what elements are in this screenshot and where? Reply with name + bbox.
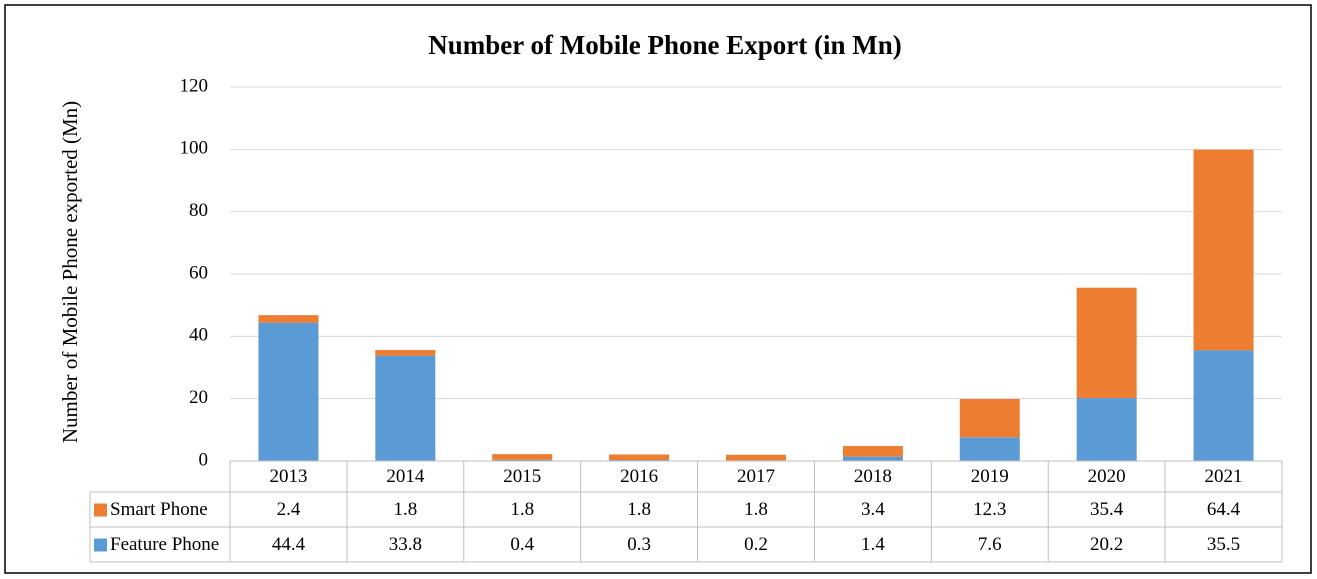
table-value: 3.4 xyxy=(861,499,885,520)
table-value: 0.3 xyxy=(627,534,651,555)
bar-segment xyxy=(258,322,319,461)
y-axis-label: Number of Mobile Phone exported (Mn) xyxy=(58,101,82,443)
y-tick-label: 20 xyxy=(189,387,208,408)
y-tick-label: 80 xyxy=(189,200,208,221)
table-value: 12.3 xyxy=(973,499,1006,520)
y-tick-label: 40 xyxy=(189,325,208,346)
table-value: 2.4 xyxy=(277,499,301,520)
y-tick-label: 60 xyxy=(189,262,208,283)
table-value: 35.5 xyxy=(1207,534,1240,555)
legend-key xyxy=(94,503,107,517)
table-value: 1.8 xyxy=(510,499,534,520)
x-tick-label: 2015 xyxy=(503,466,541,487)
bar-segment xyxy=(258,315,319,323)
bar-segment xyxy=(959,398,1020,438)
bar-segment xyxy=(1076,287,1137,399)
x-tick-label: 2018 xyxy=(854,466,892,487)
bar-segment xyxy=(842,456,903,461)
table-value: 0.2 xyxy=(744,534,768,555)
legend-label: Feature Phone xyxy=(110,534,219,555)
table-value: 7.6 xyxy=(978,534,1002,555)
y-tick-label: 120 xyxy=(180,75,209,96)
y-tick-label: 0 xyxy=(199,449,209,470)
bar-segment xyxy=(375,355,436,461)
y-tick-label: 100 xyxy=(180,138,209,159)
table-value: 0.4 xyxy=(510,534,534,555)
bar-segment xyxy=(1193,350,1254,461)
bar-segment xyxy=(609,454,670,461)
table-value: 33.8 xyxy=(389,534,422,555)
table-value: 1.8 xyxy=(627,499,651,520)
bar-segment xyxy=(959,437,1020,461)
bar-segment xyxy=(726,454,786,461)
bar-segment xyxy=(1076,398,1137,461)
bar-segment xyxy=(1193,149,1254,351)
table-value: 44.4 xyxy=(272,534,306,555)
x-tick-label: 2014 xyxy=(386,466,425,487)
table-value: 1.8 xyxy=(393,499,417,520)
bar-segment xyxy=(375,350,436,356)
bar-segment xyxy=(492,454,553,460)
x-tick-label: 2017 xyxy=(737,466,775,487)
x-tick-label: 2019 xyxy=(971,466,1009,487)
table-value: 1.8 xyxy=(744,499,768,520)
table-value: 20.2 xyxy=(1090,534,1123,555)
chart-title: Number of Mobile Phone Export (in Mn) xyxy=(428,30,902,60)
bar-segment xyxy=(492,459,553,461)
table-value: 1.4 xyxy=(861,534,885,555)
x-tick-label: 2016 xyxy=(620,466,658,487)
bar-segment xyxy=(842,446,903,457)
legend-key xyxy=(94,538,107,552)
table-value: 64.4 xyxy=(1207,499,1241,520)
table-value: 35.4 xyxy=(1090,499,1124,520)
x-tick-label: 2013 xyxy=(269,466,307,487)
legend-label: Smart Phone xyxy=(110,499,208,520)
x-tick-label: 2021 xyxy=(1205,466,1243,487)
x-tick-label: 2020 xyxy=(1088,466,1126,487)
